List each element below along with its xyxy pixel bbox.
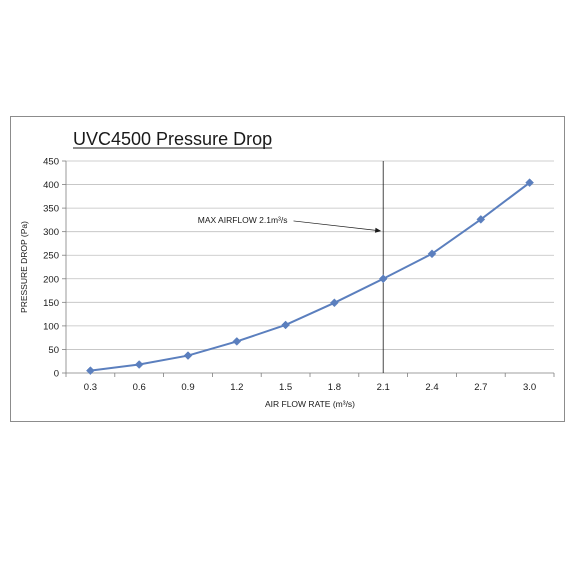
- x-tick-label-3: 1.2: [230, 382, 243, 393]
- y-tick-label-200: 200: [43, 274, 59, 285]
- x-tick-label-1: 0.6: [133, 382, 146, 393]
- x-tick-label-4: 1.5: [279, 382, 292, 393]
- annotation-arrow-head: [374, 227, 382, 233]
- chart-frame: UVC4500 Pressure Drop 0 50 100 150 200 250 300…: [10, 116, 565, 422]
- y-tick-label-300: 300: [43, 227, 59, 238]
- data-point-3: [232, 337, 242, 346]
- data-point-0: [86, 366, 95, 375]
- pressure-drop-chart: UVC4500 Pressure Drop 0 50 100 150 200 250 300…: [19, 129, 555, 409]
- y-tick-label-250: 250: [43, 251, 59, 262]
- data-point-9: [525, 178, 534, 188]
- x-tick-label-7: 2.4: [425, 382, 438, 393]
- annotation-text: MAX AIRFLOW 2.1m³/s: [198, 215, 288, 225]
- data-point-7: [427, 249, 437, 259]
- annot-layer: MAX AIRFLOW 2.1m³/s: [198, 215, 382, 233]
- x-tick-label-8: 2.7: [474, 382, 487, 393]
- axis-layer: 0 50 100 150 200 250 300 350 400 450 0.3 0.6 0.9 1.2 1…: [43, 157, 555, 393]
- data-point-4: [281, 320, 290, 330]
- y-tick-label-50: 50: [48, 345, 59, 356]
- data-point-5: [330, 298, 339, 308]
- data-point-2: [183, 351, 193, 360]
- series-layer: [86, 178, 534, 375]
- y-tick-label-350: 350: [43, 204, 59, 215]
- x-tick-label-5: 1.8: [328, 382, 341, 393]
- data-point-1: [134, 360, 144, 369]
- x-tick-label-9: 3.0: [523, 382, 536, 393]
- x-axis-label: AIR FLOW RATE (m³/s): [265, 399, 355, 409]
- y-tick-label-400: 400: [43, 180, 59, 191]
- x-tick-label-6: 2.1: [377, 382, 390, 393]
- y-tick-label-450: 450: [43, 157, 59, 168]
- chart-title: UVC4500 Pressure Drop: [73, 129, 272, 149]
- annotation-arrow-line: [293, 220, 377, 231]
- x-tick-label-2: 0.9: [181, 382, 194, 393]
- data-point-6: [378, 274, 388, 284]
- y-tick-label-0: 0: [54, 369, 59, 380]
- x-tick-label-0: 0.3: [84, 382, 97, 393]
- grid-layer: [66, 160, 554, 350]
- data-point-8: [476, 215, 486, 224]
- y-axis-label: PRESSURE DROP (Pa): [19, 221, 29, 313]
- series-line-0: [90, 181, 531, 372]
- y-tick-label-150: 150: [43, 298, 59, 309]
- y-tick-label-100: 100: [43, 321, 59, 332]
